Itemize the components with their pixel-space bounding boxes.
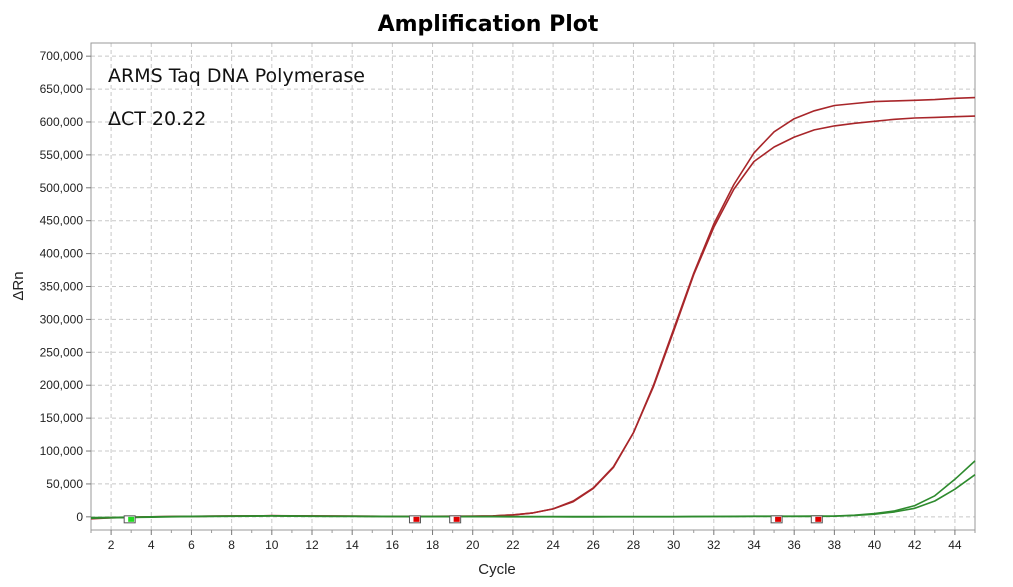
x-tick-label: 16: [386, 538, 400, 552]
x-tick-label: 36: [788, 538, 802, 552]
x-tick-label: 28: [627, 538, 641, 552]
x-tick-label: 14: [346, 538, 360, 552]
series-line-red-1: [90, 96, 976, 519]
x-tick-label: 38: [828, 538, 842, 552]
threshold-marker-fill: [128, 516, 135, 522]
y-tick-label: 650,000: [40, 82, 84, 96]
x-tick-label: 30: [667, 538, 681, 552]
chart-title: Amplification Plot: [378, 12, 599, 37]
y-tick-label: 500,000: [40, 181, 84, 195]
series-line-red-2: [90, 115, 976, 520]
x-tick-label: 2: [108, 538, 115, 552]
x-tick-label: 24: [546, 538, 560, 552]
y-tick-label: 200,000: [40, 378, 84, 392]
y-axis: 0 50,000 100,000 150,000 200,000 250,000 300,0…: [40, 49, 91, 524]
threshold-marker-fill: [413, 516, 420, 522]
series-line-green-1: [90, 460, 976, 519]
y-tick-label: 600,000: [40, 115, 84, 129]
threshold-markers: [123, 515, 823, 524]
x-tick-label: 26: [587, 538, 601, 552]
x-axis-label: Cycle: [478, 561, 516, 578]
annotation-polymerase: ARMS Taq DNA Polymerase: [108, 65, 365, 87]
x-tick-label: 42: [908, 538, 922, 552]
x-tick-label: 4: [148, 538, 155, 552]
x-tick-label: 22: [506, 538, 520, 552]
y-tick-label: 450,000: [40, 214, 84, 228]
y-tick-label: 300,000: [40, 312, 84, 326]
y-tick-label: 350,000: [40, 280, 84, 294]
y-tick-label: 550,000: [40, 148, 84, 162]
x-tick-label: 44: [948, 538, 962, 552]
series-line-green-2: [90, 474, 976, 519]
y-tick-label: 50,000: [46, 477, 83, 491]
x-tick-label: 20: [466, 538, 480, 552]
y-tick-label: 700,000: [40, 49, 84, 63]
annotation-delta-ct: ΔCT 20.22: [108, 108, 206, 130]
x-tick-label: 34: [747, 538, 761, 552]
y-axis-label: ΔRn: [10, 271, 27, 300]
y-tick-label: 100,000: [40, 444, 84, 458]
threshold-marker-fill: [453, 516, 460, 522]
y-tick-label: 150,000: [40, 411, 84, 425]
grid: [91, 43, 975, 530]
x-tick-label: 6: [188, 538, 195, 552]
x-tick-label: 12: [305, 538, 319, 552]
x-tick-label: 18: [426, 538, 440, 552]
threshold-marker-fill: [775, 516, 782, 522]
x-tick-label: 8: [228, 538, 235, 552]
y-tick-label: 0: [76, 510, 83, 524]
x-tick-label: 40: [868, 538, 882, 552]
y-tick-label: 250,000: [40, 345, 84, 359]
x-axis: 2 4 6 8 10 12 14 16 18 20 22 24 26 28 30 32 34 36 38 40 42 44: [90, 530, 976, 552]
series-group: [90, 96, 976, 520]
x-tick-label: 32: [707, 538, 721, 552]
x-tick-label: 10: [265, 538, 279, 552]
threshold-marker-fill: [815, 516, 822, 522]
y-tick-label: 400,000: [40, 247, 84, 261]
